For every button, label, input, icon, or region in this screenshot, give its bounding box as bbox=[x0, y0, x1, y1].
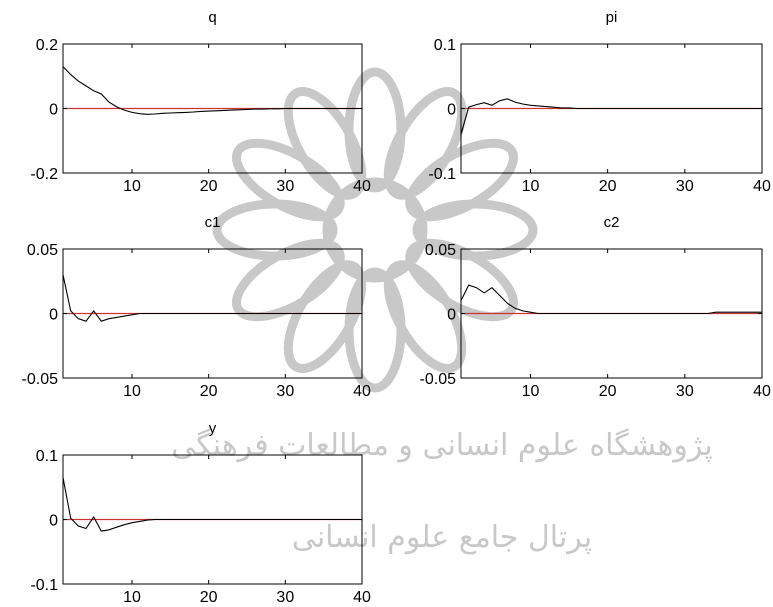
x-tick-label: 40 bbox=[353, 383, 371, 400]
subplot-title: y bbox=[209, 420, 217, 437]
y-tick-label: 0 bbox=[447, 102, 456, 119]
y-tick-label: -0.1 bbox=[30, 577, 58, 594]
x-tick-label: 20 bbox=[200, 383, 218, 400]
y-tick-label: 0.2 bbox=[36, 37, 58, 54]
x-tick-label: 20 bbox=[599, 178, 617, 195]
subplot-y: 10 20 30 40 -0.1 0 0.1 y bbox=[30, 420, 371, 606]
x-tick-label: 40 bbox=[753, 383, 771, 400]
x-tick-label: 30 bbox=[276, 383, 294, 400]
x-tick-label: 20 bbox=[200, 178, 218, 195]
y-tick-label: 0.1 bbox=[434, 37, 456, 54]
series-line-c1 bbox=[63, 274, 362, 322]
x-tick-label: 40 bbox=[353, 589, 371, 606]
series-line-c2 bbox=[461, 284, 762, 315]
y-tick-label: 0 bbox=[447, 307, 456, 324]
watermark-line-1: پژوهشگاه علوم انسانی و مطالعات فرهنگی bbox=[171, 428, 713, 463]
watermark-line-2: پرتال جامع علوم انسانی bbox=[292, 520, 592, 555]
x-tick-label: 30 bbox=[276, 589, 294, 606]
subplot-c2: 10 20 30 40 -0.05 0 0.05 c2 bbox=[420, 214, 771, 400]
watermark-petal bbox=[212, 199, 338, 261]
y-tick-label: -0.2 bbox=[30, 166, 58, 183]
y-tick-label: 0.1 bbox=[36, 448, 58, 465]
x-tick-label: 10 bbox=[522, 383, 540, 400]
x-tick-label: 30 bbox=[276, 178, 294, 195]
x-tick-label: 40 bbox=[753, 178, 771, 195]
series-line-y bbox=[63, 477, 362, 532]
x-tick-label: 30 bbox=[676, 383, 694, 400]
x-tick-label: 10 bbox=[522, 178, 540, 195]
watermark-petal bbox=[344, 67, 406, 193]
watermark-petal bbox=[405, 138, 518, 222]
y-tick-label: 0 bbox=[49, 307, 58, 324]
x-tick-label: 20 bbox=[599, 383, 617, 400]
subplots: 10 20 30 40 -0.2 0 0.2 q 10 20 30 40 -0.1 0 0.1 pi 10 20 3… bbox=[22, 9, 771, 606]
y-tick-label: 0.05 bbox=[425, 242, 456, 259]
y-tick-label: -0.05 bbox=[22, 371, 59, 388]
subplot-title: q bbox=[208, 9, 216, 26]
y-tick-label: -0.05 bbox=[420, 371, 457, 388]
y-tick-label: -0.1 bbox=[428, 166, 456, 183]
subplot-q: 10 20 30 40 -0.2 0 0.2 q bbox=[30, 9, 371, 195]
series-line-q bbox=[63, 66, 362, 115]
subplot-title: c2 bbox=[604, 214, 620, 231]
watermark-petal bbox=[344, 267, 406, 393]
watermark: پژوهشگاه علوم انسانی و مطالعات فرهنگی پر… bbox=[171, 67, 713, 555]
watermark-center bbox=[322, 177, 428, 283]
x-tick-label: 10 bbox=[123, 178, 141, 195]
x-tick-label: 10 bbox=[123, 383, 141, 400]
subplot-title: pi bbox=[606, 9, 618, 26]
series-line-pi bbox=[461, 98, 762, 135]
x-tick-label: 10 bbox=[123, 589, 141, 606]
x-tick-label: 30 bbox=[676, 178, 694, 195]
watermark-emblem bbox=[212, 67, 538, 393]
x-tick-label: 40 bbox=[353, 178, 371, 195]
subplot-pi: 10 20 30 40 -0.1 0 0.1 pi bbox=[428, 9, 771, 195]
subplot-title: c1 bbox=[205, 214, 221, 231]
x-tick-label: 20 bbox=[200, 589, 218, 606]
y-tick-label: 0 bbox=[49, 102, 58, 119]
y-tick-label: 0.05 bbox=[27, 242, 58, 259]
subplot-c1: 10 20 30 40 -0.05 0 0.05 c1 bbox=[22, 214, 371, 400]
y-tick-label: 0 bbox=[49, 513, 58, 530]
